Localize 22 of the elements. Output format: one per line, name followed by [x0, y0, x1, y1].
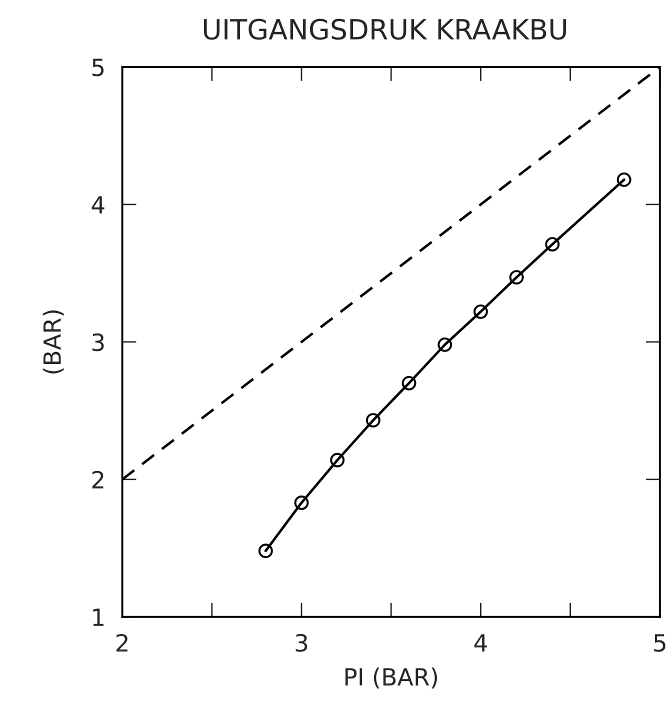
point: [438, 337, 452, 352]
point: [473, 304, 488, 319]
x-axis-title: PI (BAR): [345, 668, 438, 689]
point: [402, 376, 416, 390]
y-axis-title: (BAR): [42, 310, 64, 374]
x-tick-label: 2: [116, 634, 128, 652]
y-tick-label: 4: [92, 196, 104, 214]
x-tick-label: 3: [296, 634, 308, 652]
x-tick-label: 5: [654, 634, 666, 652]
point: [509, 270, 524, 285]
y-tick-label: 5: [92, 58, 104, 76]
chart-title: UITGANGSDRUK KRAAKBU: [204, 18, 566, 40]
point: [545, 237, 560, 252]
point: [294, 496, 309, 510]
point: [616, 172, 632, 187]
point: [258, 544, 273, 558]
y-tick-label: 2: [92, 470, 104, 488]
point: [366, 413, 380, 428]
y-tick-label: 3: [92, 333, 104, 352]
point: [330, 452, 345, 468]
y-tick-label: 1: [93, 608, 104, 626]
x-tick-label: 4: [474, 634, 487, 652]
